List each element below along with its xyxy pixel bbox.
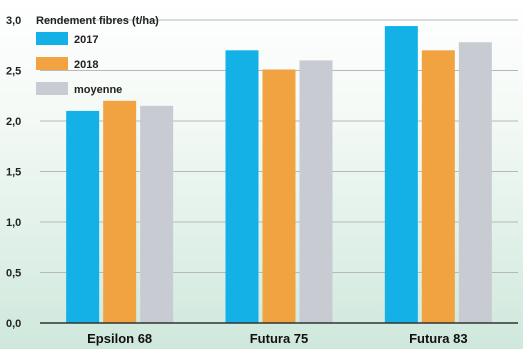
legend-label: 2018: [74, 59, 98, 71]
y-tick-label: 0,5: [6, 268, 21, 280]
y-tick-label: 1,5: [6, 167, 21, 179]
legend-label: 2017: [74, 34, 98, 46]
bar-2017: [384, 26, 418, 324]
bar-2017: [225, 50, 259, 324]
axes: 0,0 0,5 1,0 1,5 2,0 2,5 3,0 Epsilon 68 Futura 75…: [6, 15, 518, 346]
bar-moyenne: [299, 60, 333, 324]
y-tick-label: 1,0: [6, 217, 21, 229]
legend-swatch: [36, 82, 68, 95]
bar-2018: [421, 50, 455, 324]
x-tick-label: Epsilon 68: [87, 331, 152, 346]
legend-label: moyenne: [74, 84, 122, 96]
x-tick-label: Futura 75: [250, 331, 309, 346]
y-tick-label: 3,0: [6, 15, 21, 27]
bar-2018: [103, 100, 137, 323]
bar-2017: [66, 110, 100, 324]
bars: [66, 26, 492, 324]
x-tick-label: Futura 83: [409, 331, 468, 346]
legend-swatch: [36, 32, 68, 45]
y-tick-label: 2,5: [6, 66, 21, 78]
legend: 2017 2018 moyenne: [36, 32, 122, 96]
y-tick-label: 0,0: [6, 318, 21, 330]
bar-2018: [262, 69, 296, 324]
bar-moyenne: [140, 105, 174, 323]
legend-swatch: [36, 57, 68, 70]
y-axis-label: Rendement fibres (t/ha): [36, 15, 159, 27]
y-tick-label: 2,0: [6, 116, 21, 128]
bar-moyenne: [458, 42, 492, 323]
